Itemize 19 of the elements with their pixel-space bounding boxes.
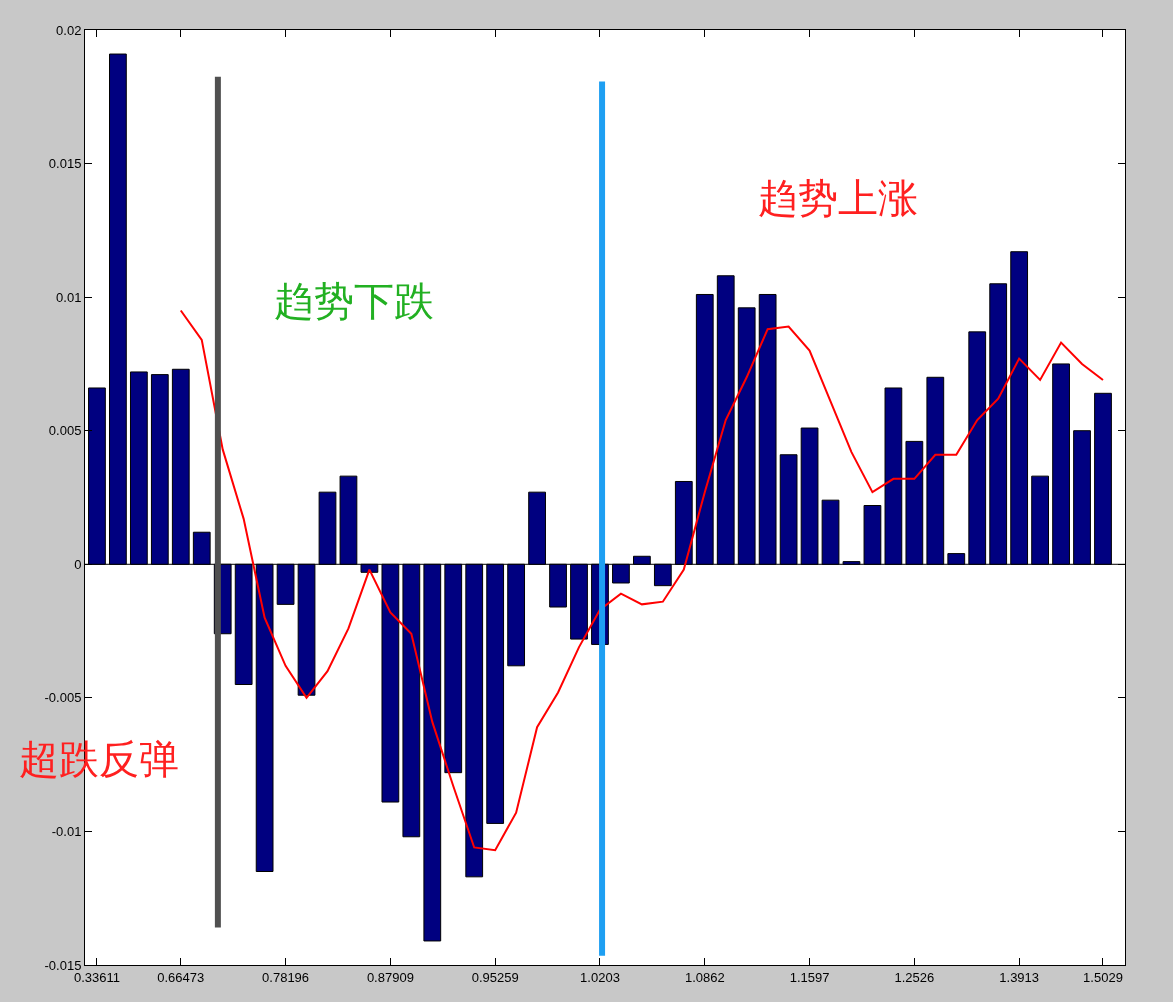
- y-tick-label: 0: [74, 556, 82, 572]
- x-tick-label: 1.1597: [789, 969, 830, 985]
- y-tick-label: 0.02: [56, 22, 82, 38]
- x-tick-label: 0.78196: [262, 969, 310, 985]
- x-tick-label: 0.66473: [157, 969, 205, 985]
- y-tick-label: -0.005: [44, 690, 82, 706]
- x-tick-label: 0.87909: [366, 969, 414, 985]
- y-tick-label: 0.01: [56, 289, 82, 305]
- x-tick-label: 1.5029: [1083, 969, 1123, 985]
- y-tick-label: 0.005: [48, 423, 82, 439]
- x-tick-label: 1.0203: [580, 969, 620, 985]
- x-tick-label: 1.3913: [999, 969, 1040, 985]
- annotation: 趋势上涨: [758, 175, 918, 221]
- y-tick-label: -0.01: [51, 823, 82, 839]
- x-tick-label: 1.0862: [684, 969, 725, 985]
- x-tick-label: 0.95259: [471, 969, 519, 985]
- annotation: 趋势下跌: [274, 278, 434, 324]
- y-tick-label: 0.015: [48, 156, 82, 172]
- x-tick-label: 1.2526: [894, 969, 935, 985]
